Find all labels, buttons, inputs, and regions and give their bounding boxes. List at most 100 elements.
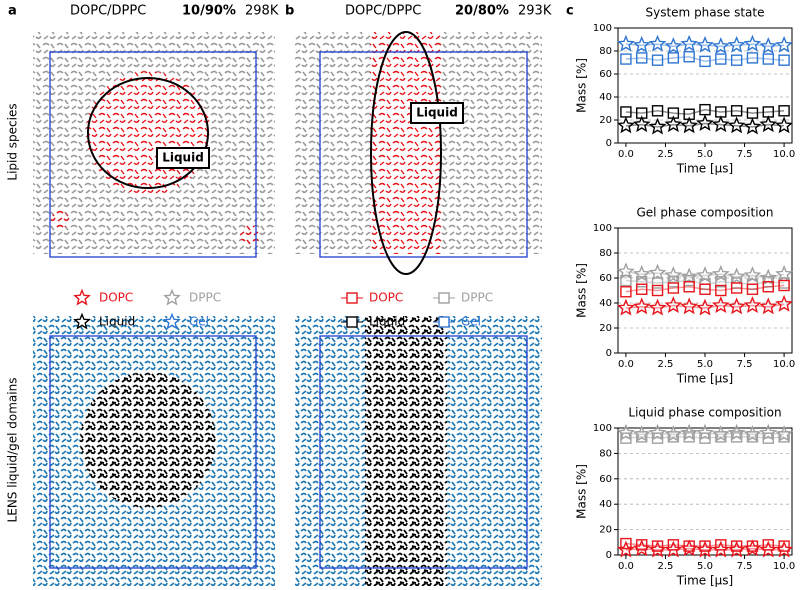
data-point: [664, 266, 683, 284]
y-axis-label: Mass [%]: [575, 58, 589, 113]
data-point: [699, 283, 711, 295]
y-tick-label: 100: [593, 223, 612, 234]
temperature: 293K: [518, 4, 552, 19]
data-point: [727, 35, 746, 53]
data-point: [711, 296, 730, 314]
x-tick-label: 7.5: [737, 149, 753, 160]
data-point: [680, 34, 699, 52]
y-tick-label: 80: [599, 248, 612, 259]
data-point: [727, 116, 746, 134]
data-point: [715, 284, 727, 297]
legend-marker: [438, 316, 450, 328]
legend-label: Gel: [461, 315, 481, 329]
row-label: LENS liquid/gel domains: [6, 378, 20, 523]
data-point: [730, 282, 743, 294]
data-point: [680, 423, 699, 441]
x-tick-label: 2.5: [658, 149, 674, 160]
data-point: [680, 116, 699, 134]
legend-label: DPPC: [189, 291, 221, 305]
plot-frame: [617, 227, 793, 354]
data-point: [711, 115, 730, 133]
data-point: [746, 283, 759, 295]
region-label: Liquid: [416, 106, 458, 120]
snapshot: Liquid: [295, 31, 542, 275]
data-point: [632, 539, 651, 557]
y-tick-label: 80: [599, 448, 612, 459]
panel-letter: c: [566, 4, 574, 19]
chart-title: Gel phase composition: [636, 206, 773, 220]
region-label: Liquid: [162, 151, 204, 165]
plot-frame: [617, 427, 793, 556]
data-point: [632, 35, 651, 53]
data-point: [759, 37, 778, 54]
data-point: [632, 264, 651, 282]
data-point: [715, 276, 727, 288]
data-point: [683, 431, 695, 443]
data-point: [651, 284, 664, 297]
data-point: [651, 105, 664, 117]
data-point: [762, 539, 774, 551]
data-point: [759, 115, 778, 133]
data-point: [648, 423, 667, 441]
y-tick-label: 0: [606, 138, 612, 149]
x-tick-label: 5.0: [697, 359, 713, 370]
y-tick-label: 80: [599, 46, 612, 57]
x-axis-label: Time [µs]: [676, 574, 733, 588]
data-point: [727, 297, 746, 315]
chart-title: Liquid phase composition: [628, 406, 781, 420]
data-point: [651, 54, 664, 66]
data-point: [617, 116, 635, 134]
data-point: [759, 540, 778, 558]
snapshot: Liquid: [33, 32, 275, 258]
legend-label: DPPC: [461, 291, 493, 305]
x-tick-label: 7.5: [737, 359, 753, 370]
x-axis-label: Time [µs]: [676, 162, 733, 176]
legend-marker: [438, 292, 450, 304]
data-point: [715, 539, 727, 551]
data-point: [778, 279, 790, 292]
data-point: [715, 431, 727, 443]
data-point: [664, 296, 683, 314]
data-point: [711, 37, 730, 54]
legend-label: Gel: [189, 315, 209, 329]
ratio: 20/80%: [455, 4, 509, 19]
mixture: DOPC/DPPC: [345, 4, 421, 19]
data-point: [759, 423, 778, 441]
x-axis-label: Time [µs]: [676, 372, 733, 386]
data-point: [632, 297, 651, 315]
x-tick-label: 5.0: [697, 561, 713, 572]
data-point: [636, 431, 648, 443]
plot-frame: [617, 27, 793, 144]
legend-label: Liquid: [99, 315, 135, 329]
data-point: [775, 540, 793, 558]
data-point: [727, 267, 746, 285]
series-line: [625, 43, 785, 48]
panel-letter: a: [8, 4, 17, 19]
y-tick-label: 100: [593, 423, 612, 434]
data-point: [667, 431, 680, 443]
data-point: [696, 423, 714, 441]
data-point: [762, 432, 774, 444]
data-point: [699, 432, 711, 444]
data-point: [730, 54, 743, 66]
data-point: [636, 283, 648, 295]
data-point: [743, 34, 762, 52]
panel-letter: b: [285, 4, 294, 19]
chart-title: System phase state: [646, 6, 765, 20]
y-tick-label: 0: [606, 550, 612, 561]
data-point: [696, 35, 714, 53]
y-tick-label: 60: [599, 273, 612, 284]
data-point: [743, 117, 762, 135]
legend-marker: [346, 316, 358, 328]
data-point: [648, 263, 667, 281]
legend-marker: [73, 312, 91, 330]
data-point: [759, 297, 778, 315]
x-tick-label: 7.5: [737, 561, 753, 572]
series-line: [625, 284, 785, 293]
data-point: [680, 297, 699, 315]
temperature: 298K: [245, 4, 279, 19]
series-line: [625, 108, 785, 116]
data-point: [620, 432, 632, 444]
data-point: [696, 114, 714, 131]
